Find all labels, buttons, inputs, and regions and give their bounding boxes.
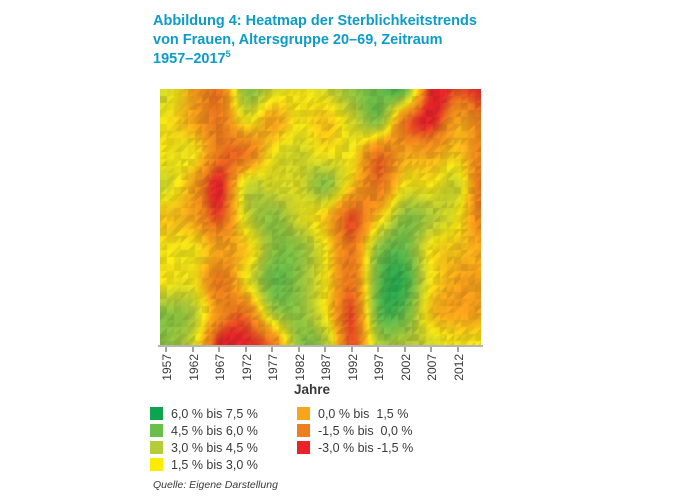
x-axis-title: Jahre bbox=[293, 382, 331, 397]
x-tick-mark bbox=[324, 347, 326, 352]
x-tick-label: 1982 bbox=[292, 354, 307, 381]
legend-item: 0,0 % bis 1,5 % bbox=[297, 405, 413, 422]
x-tick-mark bbox=[165, 347, 167, 352]
x-tick-label: 1972 bbox=[239, 354, 254, 381]
x-tick-label: 2012 bbox=[451, 354, 466, 381]
legend-column: 0,0 % bis 1,5 % -1,5 % bis 0,0 % -3,0 % bi… bbox=[297, 405, 413, 456]
legend-swatch bbox=[297, 407, 310, 420]
legend-label: 6,0 % bis 7,5 % bbox=[171, 406, 258, 421]
legend-column: 6,0 % bis 7,5 % 4,5 % bis 6,0 % 3,0 % bis … bbox=[150, 405, 258, 473]
x-tick-mark bbox=[297, 347, 300, 352]
x-tick-label: 1977 bbox=[266, 354, 280, 381]
legend-label: -3,0 % bis -1,5 % bbox=[318, 440, 414, 455]
footnote-marker: 5 bbox=[225, 49, 231, 60]
x-tick-label: 1962 bbox=[186, 354, 201, 381]
figure-title-line3: 1957–20175 bbox=[153, 50, 553, 69]
x-tick-mark bbox=[218, 347, 220, 352]
x-tick-mark bbox=[403, 347, 406, 352]
source-note: Quelle: Eigene Darstellung bbox=[153, 479, 278, 491]
figure-title: Abbildung 4: Heatmap der Sterblichkeitst… bbox=[153, 12, 553, 69]
legend-item: 3,0 % bis 4,5 % bbox=[150, 439, 258, 456]
x-tick-mark bbox=[377, 347, 379, 352]
x-tick-label: 2007 bbox=[425, 354, 439, 381]
legend-item: -1,5 % bis 0,0 % bbox=[297, 422, 413, 439]
figure-title-line2: von Frauen, Altersgruppe 20–69, Zeitraum bbox=[153, 32, 443, 48]
legend-swatch bbox=[150, 458, 163, 471]
legend-label: 0,0 % bis 1,5 % bbox=[318, 406, 409, 421]
x-tick-label: 1997 bbox=[372, 354, 386, 381]
legend-swatch bbox=[297, 441, 310, 454]
x-tick-mark bbox=[244, 347, 247, 352]
x-tick-label: 2002 bbox=[398, 354, 413, 381]
heatmap-canvas bbox=[160, 89, 481, 345]
legend-item: -3,0 % bis -1,5 % bbox=[297, 439, 413, 456]
legend-label: 1,5 % bis 3,0 % bbox=[171, 457, 258, 472]
legend-item: 1,5 % bis 3,0 % bbox=[150, 456, 258, 473]
figure-title-years: 1957–2017 bbox=[153, 51, 226, 67]
x-tick-mark bbox=[191, 347, 194, 352]
x-axis-line bbox=[158, 345, 483, 347]
x-tick-mark bbox=[271, 347, 273, 352]
x-tick-label: 1987 bbox=[319, 354, 333, 381]
legend-item: 6,0 % bis 7,5 % bbox=[150, 405, 258, 422]
legend-swatch bbox=[150, 407, 163, 420]
x-tick-mark bbox=[350, 347, 353, 352]
legend-swatch bbox=[150, 441, 163, 454]
legend-swatch bbox=[150, 424, 163, 437]
legend-item: 4,5 % bis 6,0 % bbox=[150, 422, 258, 439]
figure-title-line1: Abbildung 4: Heatmap der Sterblichkeitst… bbox=[153, 13, 477, 29]
legend-swatch bbox=[297, 424, 310, 437]
x-tick-label: 1957 bbox=[160, 354, 174, 381]
x-tick-label: 1967 bbox=[213, 354, 227, 381]
legend-label: -1,5 % bis 0,0 % bbox=[318, 423, 413, 438]
legend-label: 4,5 % bis 6,0 % bbox=[171, 423, 258, 438]
x-tick-mark bbox=[430, 347, 432, 352]
legend-label: 3,0 % bis 4,5 % bbox=[171, 440, 258, 455]
x-tick-mark bbox=[456, 347, 459, 352]
x-tick-label: 1992 bbox=[345, 354, 360, 381]
